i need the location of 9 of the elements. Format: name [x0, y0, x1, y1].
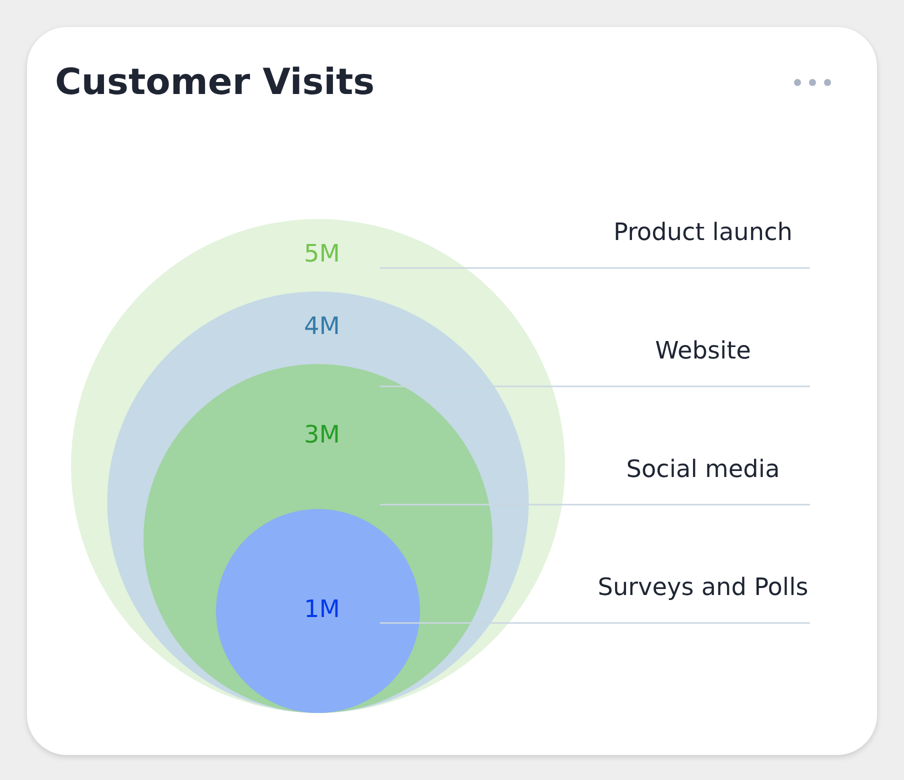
category-label: Social media [626, 454, 780, 483]
category-label: Website [655, 336, 751, 365]
data-label: 1M [304, 595, 340, 624]
data-label: 5M [304, 239, 340, 268]
text: Customer Visits [55, 62, 375, 103]
data-label: 3M [304, 420, 340, 449]
category-label: Surveys and Polls [598, 573, 808, 602]
data-label: 4M [304, 312, 340, 340]
category-label: Product launch [614, 218, 792, 246]
